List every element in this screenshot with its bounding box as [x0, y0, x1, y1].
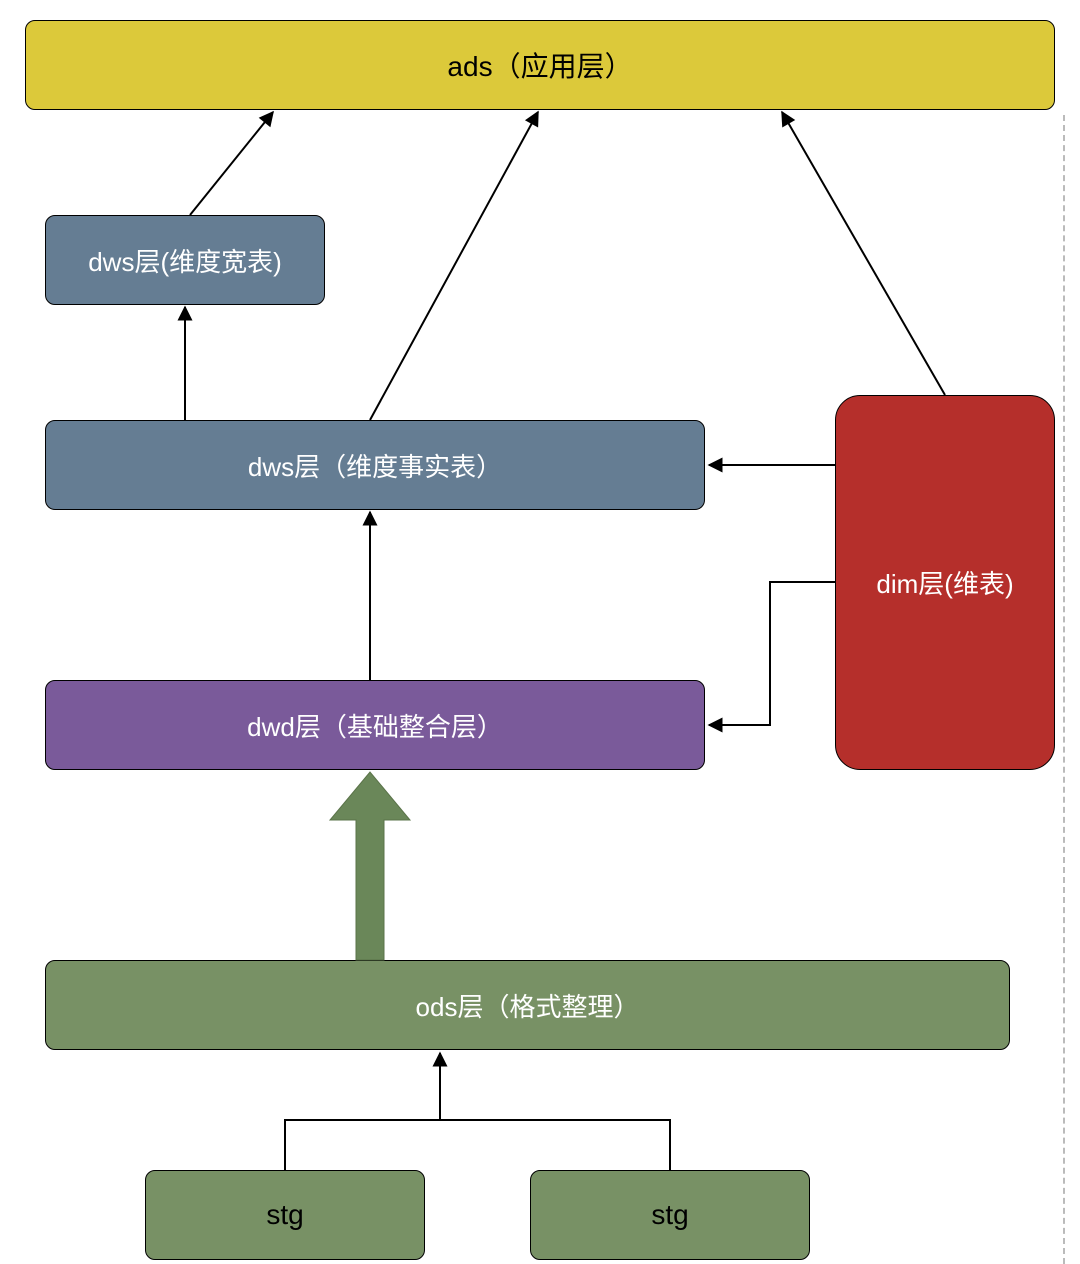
node-stg2: stg	[530, 1170, 810, 1260]
node-dwd: dwd层（基础整合层）	[45, 680, 705, 770]
edge-dwswide-ads	[190, 112, 273, 215]
edge-ods-dwd-thick	[330, 772, 410, 960]
edge-dwsfact-ads	[370, 112, 538, 420]
node-ads-label: ads（应用层）	[447, 45, 632, 85]
dashed-guide-line	[1063, 115, 1065, 1264]
node-dws-wide: dws层(维度宽表)	[45, 215, 325, 305]
edge-dim-ads	[782, 112, 945, 395]
node-dim-label: dim层(维表)	[876, 564, 1013, 601]
node-stg2-label: stg	[651, 1199, 688, 1231]
node-ads: ads（应用层）	[25, 20, 1055, 110]
node-ods: ods层（格式整理）	[45, 960, 1010, 1050]
edge-stg1-ods	[285, 1053, 440, 1170]
edge-stg2-ods	[440, 1120, 670, 1170]
node-ods-label: ods层（格式整理）	[416, 987, 640, 1024]
node-dim: dim层(维表)	[835, 395, 1055, 770]
node-stg1-label: stg	[266, 1199, 303, 1231]
node-dws-fact: dws层（维度事实表）	[45, 420, 705, 510]
node-dwd-label: dwd层（基础整合层）	[247, 707, 503, 744]
node-dws-fact-label: dws层（维度事实表）	[248, 447, 502, 484]
edge-dim-dwd	[709, 582, 835, 725]
node-dws-wide-label: dws层(维度宽表)	[88, 242, 282, 279]
node-stg1: stg	[145, 1170, 425, 1260]
